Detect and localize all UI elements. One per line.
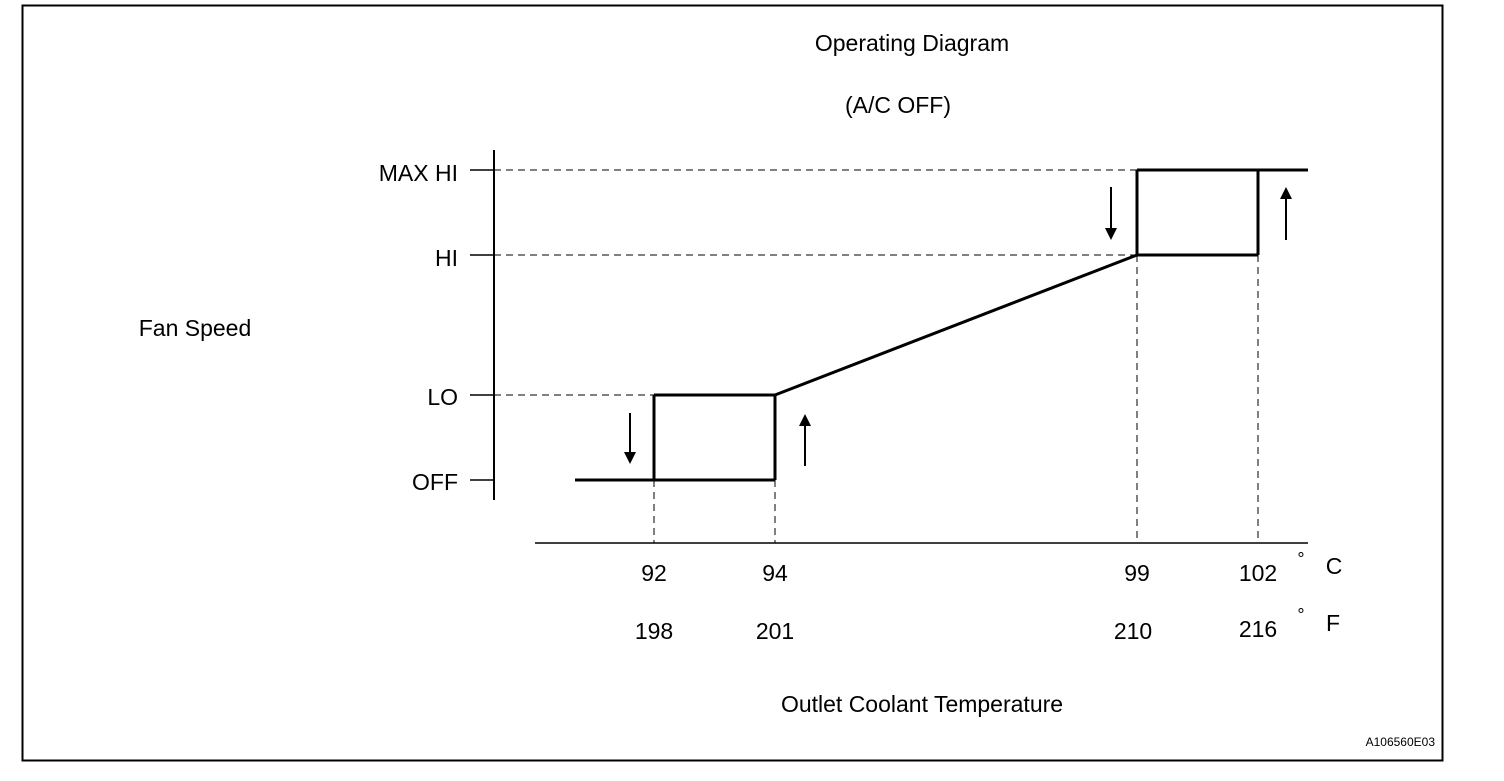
unit-f-degree: ° <box>1297 605 1304 625</box>
ramp-line <box>774 253 1138 397</box>
temp-f-201: 201 <box>756 618 794 644</box>
diagram-frame <box>21 4 1444 762</box>
unit-c-degree: ° <box>1297 549 1304 569</box>
diagram-subtitle: (A/C OFF) <box>845 92 951 118</box>
level-label-max-hi: MAX HI <box>379 160 458 186</box>
x-axis-label: Outlet Coolant Temperature <box>781 691 1063 717</box>
temp-c-92: 92 <box>641 560 667 586</box>
figure-id: A106560E03 <box>1366 735 1436 749</box>
y-axis-label: Fan Speed <box>139 315 252 341</box>
temp-c-94: 94 <box>762 560 788 586</box>
temp-f-210: 210 <box>1114 618 1152 644</box>
temp-c-102: 102 <box>1239 560 1277 586</box>
temp-c-99: 99 <box>1124 560 1150 586</box>
level-label-hi: HI <box>435 245 458 271</box>
temp-f-198: 198 <box>635 618 673 644</box>
diagram-title: Operating Diagram <box>815 30 1009 56</box>
unit-f-letter: F <box>1326 610 1340 636</box>
level-label-lo: LO <box>427 384 458 410</box>
unit-c-letter: C <box>1326 553 1343 579</box>
temp-f-216: 216 <box>1239 616 1277 642</box>
level-label-off: OFF <box>412 469 458 495</box>
